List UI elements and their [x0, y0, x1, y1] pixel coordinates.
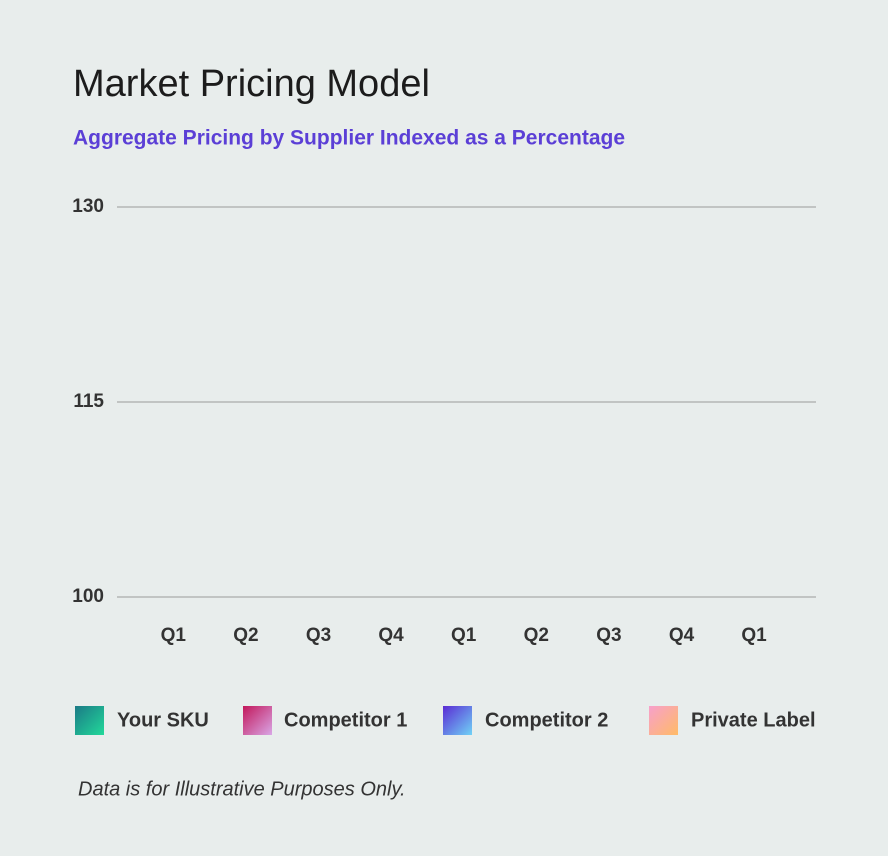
- x-tick-label: Q3: [306, 625, 331, 646]
- x-tick-label: Q2: [233, 625, 258, 646]
- y-tick-label: 100: [72, 586, 104, 607]
- chart-subtitle: Aggregate Pricing by Supplier Indexed as…: [73, 127, 625, 150]
- legend-swatch: [649, 706, 678, 735]
- legend-label: Competitor 2: [485, 709, 608, 731]
- legend-label: Your SKU: [117, 709, 209, 731]
- x-tick-label: Q1: [161, 625, 187, 646]
- legend-swatch: [243, 706, 272, 735]
- legend-label: Competitor 1: [284, 709, 407, 731]
- x-tick-label: Q2: [524, 625, 549, 646]
- x-tick-label: Q4: [378, 625, 404, 646]
- legend-swatch: [75, 706, 104, 735]
- legend-label: Private Label: [691, 709, 816, 731]
- y-tick-label: 115: [73, 391, 104, 412]
- x-tick-label: Q3: [596, 625, 621, 646]
- chart-title: Market Pricing Model: [73, 63, 430, 105]
- x-tick-label: Q4: [669, 625, 695, 646]
- x-tick-label: Q1: [741, 625, 767, 646]
- y-tick-label: 130: [72, 196, 104, 217]
- footnote: Data is for Illustrative Purposes Only.: [78, 778, 406, 800]
- legend-swatch: [443, 706, 472, 735]
- x-tick-label: Q1: [451, 625, 477, 646]
